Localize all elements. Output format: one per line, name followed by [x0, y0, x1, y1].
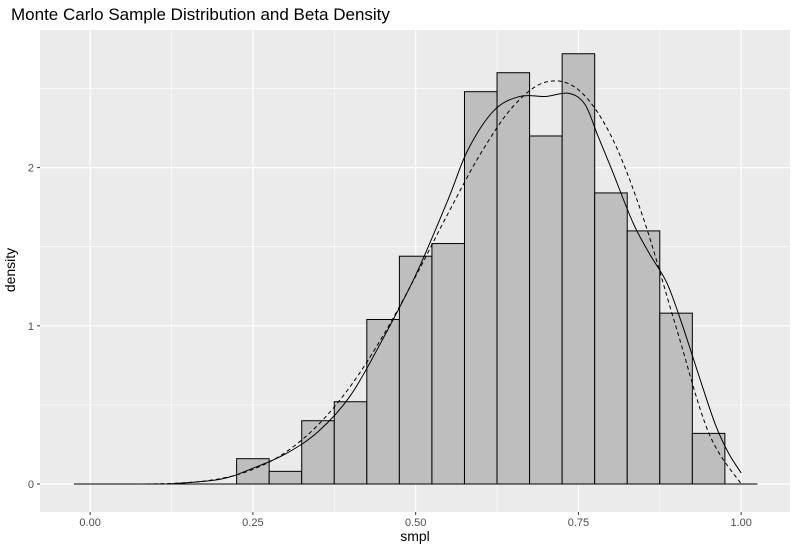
histogram-bar [333, 401, 368, 485]
x-tick-label: 0.50 [405, 517, 426, 529]
histogram-bar [431, 243, 465, 485]
y-tick-label: 0 [28, 479, 34, 491]
histogram-bar [659, 312, 693, 485]
x-tick-label: 0.00 [79, 517, 100, 529]
histogram-bar [463, 91, 498, 485]
histogram-bar [626, 230, 661, 485]
chart-title: Monte Carlo Sample Distribution and Beta… [11, 5, 390, 24]
histogram-bar [268, 470, 303, 485]
kernel-density-curve [168, 92, 742, 485]
histogram-bar [398, 255, 433, 485]
histogram-bar [366, 318, 400, 485]
x-axis-label: smpl [400, 528, 430, 544]
histogram-bar [691, 432, 726, 485]
histogram-bar [236, 458, 270, 485]
histogram-bar [594, 192, 628, 485]
histogram-bar [496, 72, 531, 485]
y-tick-label: 2 [28, 163, 34, 175]
beta-density-curve [90, 80, 742, 485]
x-tick-label: 1.00 [730, 517, 751, 529]
y-tick-label: 1 [28, 321, 34, 333]
histogram-bar [561, 53, 596, 485]
x-tick-label: 0.25 [242, 517, 263, 529]
histogram-bar [529, 135, 563, 485]
histogram-bar [301, 420, 335, 485]
x-tick-label: 0.75 [568, 517, 589, 529]
